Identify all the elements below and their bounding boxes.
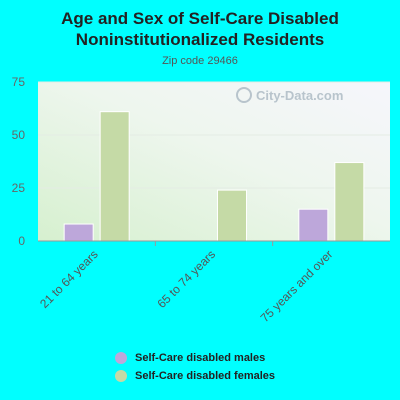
- legend: Self-Care disabled males Self-Care disab…: [115, 350, 275, 386]
- chart-subtitle: Zip code 29466: [162, 55, 238, 67]
- y-tick-label: 0: [18, 234, 25, 248]
- x-category-label: 21 to 64 years: [37, 247, 101, 311]
- bar-females: [99, 111, 130, 242]
- legend-swatch-males: [115, 352, 127, 364]
- y-tick-label: 25: [12, 181, 26, 195]
- legend-item-females: Self-Care disabled females: [115, 368, 275, 384]
- bar-females: [217, 189, 247, 242]
- legend-label-females: Self-Care disabled females: [135, 370, 276, 382]
- legend-item-males: Self-Care disabled males: [115, 350, 275, 366]
- legend-label-males: Self-Care disabled males: [135, 352, 266, 364]
- watermark-text: City-Data.com: [256, 88, 343, 103]
- watermark: City-Data.com: [236, 87, 343, 103]
- bar-males: [63, 223, 94, 242]
- legend-swatch-females: [115, 370, 127, 382]
- plot-area: [38, 82, 390, 241]
- chart-title: Age and Sex of Self-Care Disabled Nonins…: [61, 9, 339, 49]
- y-tick-label: 75: [12, 75, 26, 89]
- x-category-label: 65 to 74 years: [154, 247, 218, 311]
- watermark-icon: [236, 87, 252, 103]
- bar-males: [298, 208, 329, 242]
- bar-females: [334, 162, 365, 242]
- y-tick-label: 50: [12, 128, 26, 142]
- x-category-label: 75 years and over: [258, 247, 336, 325]
